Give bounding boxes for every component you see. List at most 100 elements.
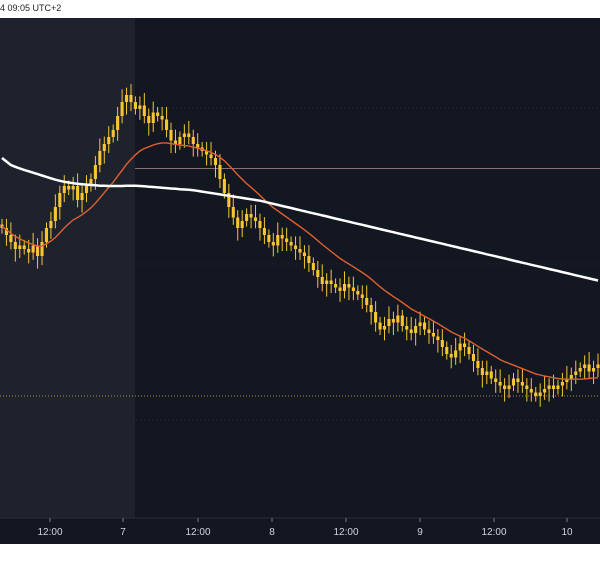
candle[interactable] bbox=[302, 252, 307, 257]
candle[interactable] bbox=[258, 221, 262, 228]
candle[interactable] bbox=[494, 378, 498, 383]
candle[interactable] bbox=[13, 242, 17, 249]
candle[interactable] bbox=[31, 245, 35, 253]
candle[interactable] bbox=[44, 228, 49, 242]
candle[interactable] bbox=[240, 221, 244, 228]
candle[interactable] bbox=[560, 382, 564, 386]
candle[interactable] bbox=[391, 319, 395, 323]
candle[interactable] bbox=[418, 322, 422, 327]
candle[interactable] bbox=[276, 235, 280, 246]
candle[interactable] bbox=[583, 364, 587, 369]
candle[interactable] bbox=[587, 364, 591, 372]
candle[interactable] bbox=[285, 238, 289, 243]
candle[interactable] bbox=[213, 158, 218, 165]
candle[interactable] bbox=[503, 385, 507, 390]
candle[interactable] bbox=[409, 329, 413, 334]
candle[interactable] bbox=[4, 228, 9, 235]
candle[interactable] bbox=[191, 137, 195, 144]
candle[interactable] bbox=[476, 361, 480, 368]
candle[interactable] bbox=[27, 249, 31, 253]
candle[interactable] bbox=[427, 329, 431, 334]
candle[interactable] bbox=[218, 165, 222, 179]
candle[interactable] bbox=[80, 193, 84, 200]
candle[interactable] bbox=[262, 228, 266, 235]
candle[interactable] bbox=[507, 385, 511, 390]
candle[interactable] bbox=[325, 280, 329, 285]
candle[interactable] bbox=[182, 133, 186, 138]
candle[interactable] bbox=[196, 144, 200, 148]
candle[interactable] bbox=[311, 263, 315, 270]
candle[interactable] bbox=[253, 217, 258, 222]
candle[interactable] bbox=[267, 235, 271, 242]
candle[interactable] bbox=[431, 333, 435, 337]
candle[interactable] bbox=[471, 354, 476, 361]
candle[interactable] bbox=[289, 242, 293, 246]
candle[interactable] bbox=[22, 245, 26, 250]
candle[interactable] bbox=[551, 385, 556, 390]
candle[interactable] bbox=[511, 378, 516, 386]
candle[interactable] bbox=[334, 284, 338, 288]
candle[interactable] bbox=[227, 193, 231, 207]
candle[interactable] bbox=[467, 347, 471, 354]
candle[interactable] bbox=[53, 207, 57, 221]
candle[interactable] bbox=[454, 350, 458, 358]
candle[interactable] bbox=[187, 133, 191, 138]
candle[interactable] bbox=[58, 193, 62, 207]
candle[interactable] bbox=[360, 294, 364, 299]
candle[interactable] bbox=[102, 144, 106, 151]
candle[interactable] bbox=[178, 137, 182, 144]
candle[interactable] bbox=[498, 382, 502, 386]
candle[interactable] bbox=[160, 116, 164, 120]
candle[interactable] bbox=[520, 382, 524, 386]
candle[interactable] bbox=[133, 102, 137, 109]
candle[interactable] bbox=[120, 102, 124, 116]
candle[interactable] bbox=[320, 277, 324, 284]
candle[interactable] bbox=[378, 322, 382, 330]
candle[interactable] bbox=[400, 315, 404, 327]
candle[interactable] bbox=[463, 343, 467, 348]
candle[interactable] bbox=[9, 235, 13, 242]
candle[interactable] bbox=[547, 385, 551, 390]
candle[interactable] bbox=[356, 291, 360, 295]
candle[interactable] bbox=[231, 207, 235, 218]
candle[interactable] bbox=[142, 105, 146, 117]
candle[interactable] bbox=[249, 214, 253, 218]
candle[interactable] bbox=[62, 186, 66, 193]
candle[interactable] bbox=[591, 368, 596, 372]
candle[interactable] bbox=[111, 130, 115, 137]
candle[interactable] bbox=[36, 245, 40, 257]
candle[interactable] bbox=[156, 112, 160, 117]
candle[interactable] bbox=[569, 375, 573, 379]
candle[interactable] bbox=[67, 186, 71, 190]
candle[interactable] bbox=[445, 347, 449, 354]
candle[interactable] bbox=[40, 242, 44, 256]
candle[interactable] bbox=[436, 336, 440, 341]
candle[interactable] bbox=[280, 235, 284, 239]
candle[interactable] bbox=[98, 151, 102, 165]
candle[interactable] bbox=[574, 371, 578, 376]
candle[interactable] bbox=[18, 245, 22, 250]
candle[interactable] bbox=[440, 340, 444, 347]
candle[interactable] bbox=[165, 119, 169, 131]
candle[interactable] bbox=[138, 105, 142, 110]
candle[interactable] bbox=[565, 378, 569, 383]
candle[interactable] bbox=[543, 389, 547, 393]
candle[interactable] bbox=[49, 221, 53, 228]
candle[interactable] bbox=[124, 95, 129, 102]
candle[interactable] bbox=[529, 389, 533, 393]
candle[interactable] bbox=[129, 95, 133, 102]
candle[interactable] bbox=[209, 154, 213, 159]
candle[interactable] bbox=[329, 280, 333, 285]
candle[interactable] bbox=[84, 186, 89, 193]
candle[interactable] bbox=[271, 242, 275, 246]
candle[interactable] bbox=[173, 140, 178, 145]
candle[interactable] bbox=[245, 214, 249, 221]
candle[interactable] bbox=[485, 371, 489, 376]
candle[interactable] bbox=[342, 284, 347, 291]
candle[interactable] bbox=[369, 305, 373, 312]
candle[interactable] bbox=[116, 116, 120, 130]
candle[interactable] bbox=[205, 151, 209, 155]
candle[interactable] bbox=[422, 322, 427, 330]
candle[interactable] bbox=[405, 326, 409, 330]
candle[interactable] bbox=[169, 130, 173, 141]
